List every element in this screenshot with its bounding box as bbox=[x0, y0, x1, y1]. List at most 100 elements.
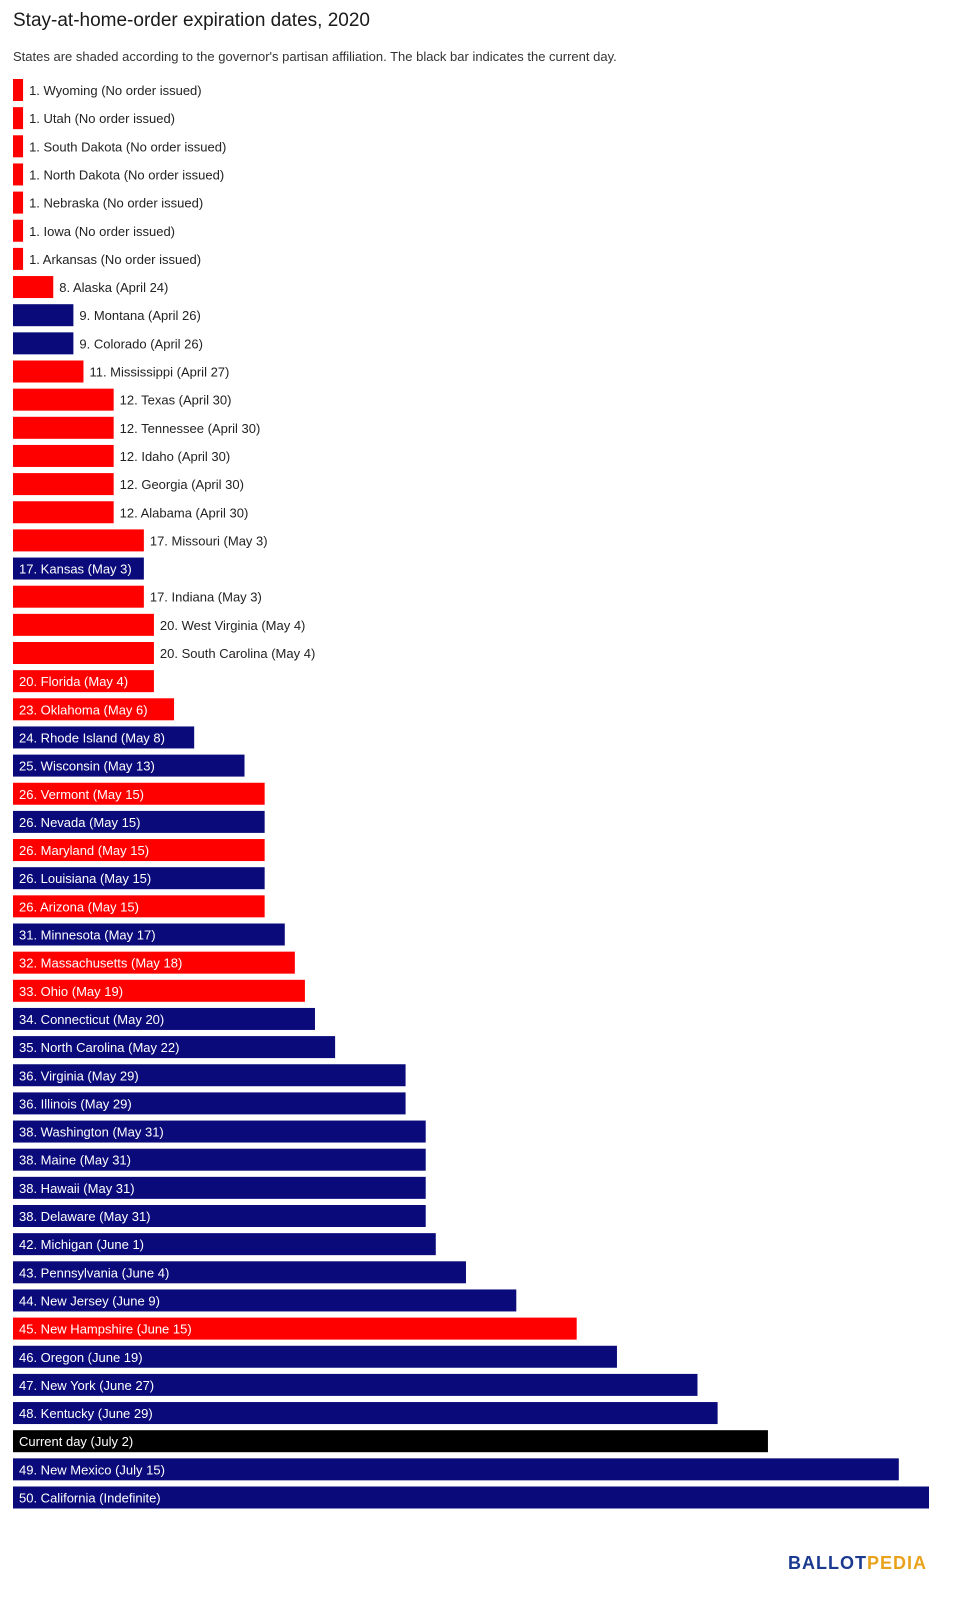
bar-label: 26. Nevada (May 15) bbox=[19, 815, 140, 830]
bar-label: 20. West Virginia (May 4) bbox=[160, 618, 305, 633]
bar bbox=[13, 1317, 577, 1340]
bar-label: 9. Colorado (April 26) bbox=[79, 336, 203, 351]
bar-label: 42. Michigan (June 1) bbox=[19, 1237, 144, 1252]
bar-label: 17. Kansas (May 3) bbox=[19, 562, 132, 577]
bar bbox=[13, 1233, 436, 1256]
bar-label: 9. Montana (April 26) bbox=[79, 308, 200, 323]
bar-label: 31. Minnesota (May 17) bbox=[19, 928, 156, 943]
bar bbox=[13, 529, 144, 552]
bar-label: 8. Alaska (April 24) bbox=[59, 280, 168, 295]
bar bbox=[13, 642, 154, 664]
bar-label: 24. Rhode Island (May 8) bbox=[19, 730, 165, 745]
bar bbox=[13, 979, 305, 1002]
bar-label: 20. South Carolina (May 4) bbox=[160, 646, 315, 661]
bar bbox=[13, 79, 24, 101]
bar-label: 44. New Jersey (June 9) bbox=[19, 1293, 160, 1308]
bar bbox=[13, 754, 245, 777]
bar bbox=[13, 1289, 517, 1312]
bar-label: 47. New York (June 27) bbox=[19, 1378, 154, 1393]
bar bbox=[13, 1092, 406, 1115]
bar bbox=[13, 1120, 426, 1143]
bar bbox=[13, 163, 24, 186]
bar-label: 26. Vermont (May 15) bbox=[19, 787, 144, 802]
chart-subtitle: States are shaded according to the gover… bbox=[13, 49, 617, 64]
bar bbox=[13, 473, 114, 496]
bar bbox=[13, 557, 144, 580]
bar bbox=[13, 839, 265, 862]
bar-label: 36. Virginia (May 29) bbox=[19, 1068, 139, 1083]
bar-label: 36. Illinois (May 29) bbox=[19, 1096, 132, 1111]
bar bbox=[13, 444, 114, 467]
bar-label: 35. North Carolina (May 22) bbox=[19, 1040, 179, 1055]
bar bbox=[13, 247, 24, 270]
bar bbox=[13, 388, 114, 411]
bar bbox=[13, 1345, 617, 1368]
ballotpedia-logo: BALLOTPEDIA bbox=[788, 1553, 927, 1574]
bar-label: 26. Maryland (May 15) bbox=[19, 843, 149, 858]
logo-part-pedia: PEDIA bbox=[866, 1553, 927, 1573]
bar-label: 49. New Mexico (July 15) bbox=[19, 1462, 165, 1477]
bar bbox=[13, 1430, 768, 1453]
bar bbox=[13, 895, 265, 918]
bar-label: 12. Idaho (April 30) bbox=[120, 449, 231, 464]
bar bbox=[13, 304, 74, 327]
bar bbox=[13, 726, 195, 749]
bar bbox=[13, 867, 265, 890]
bar-label: 1. Utah (No order issued) bbox=[29, 111, 175, 126]
bar bbox=[13, 782, 265, 805]
bar-label: 1. Arkansas (No order issued) bbox=[29, 252, 201, 267]
bar bbox=[13, 332, 74, 355]
bar bbox=[13, 1205, 426, 1227]
bar-label: 17. Indiana (May 3) bbox=[150, 590, 262, 605]
bar bbox=[13, 698, 175, 721]
bar-label: 38. Delaware (May 31) bbox=[19, 1209, 151, 1224]
bar-label: 12. Texas (April 30) bbox=[120, 393, 232, 408]
bar bbox=[13, 1176, 426, 1199]
bar bbox=[13, 501, 114, 524]
bar-label: 23. Oklahoma (May 6) bbox=[19, 702, 148, 717]
bar bbox=[13, 276, 54, 299]
bar bbox=[13, 670, 154, 693]
bar bbox=[13, 1261, 466, 1284]
logo-part-ballot: BALLOT bbox=[788, 1553, 867, 1573]
bar bbox=[13, 951, 295, 974]
bar-label: 46. Oregon (June 19) bbox=[19, 1350, 143, 1365]
bar-label: 1. Nebraska (No order issued) bbox=[29, 196, 203, 211]
bar bbox=[13, 923, 285, 946]
bar-label: 45. New Hampshire (June 15) bbox=[19, 1322, 192, 1337]
bar-label: 38. Washington (May 31) bbox=[19, 1125, 164, 1140]
bar-label: 50. California (Indefinite) bbox=[19, 1491, 161, 1506]
bar-label: 12. Georgia (April 30) bbox=[120, 477, 244, 492]
bar bbox=[13, 1402, 718, 1425]
bar-label: Current day (July 2) bbox=[19, 1434, 133, 1449]
bar-chart: 1. Wyoming (No order issued) 1. Utah (No … bbox=[13, 79, 929, 1509]
bar bbox=[13, 1036, 336, 1059]
bar-label: 25. Wisconsin (May 13) bbox=[19, 759, 155, 774]
bar-label: 12. Tennessee (April 30) bbox=[120, 421, 261, 436]
bar bbox=[13, 585, 144, 608]
bar-label: 43. Pennsylvania (June 4) bbox=[19, 1265, 169, 1280]
bar bbox=[13, 1064, 406, 1087]
bar-label: 1. North Dakota (No order issued) bbox=[29, 167, 224, 182]
bar bbox=[13, 360, 84, 383]
bar-label: 1. South Dakota (No order issued) bbox=[29, 139, 226, 154]
bar bbox=[13, 135, 24, 158]
bar-label: 17. Missouri (May 3) bbox=[150, 533, 268, 548]
bar bbox=[13, 219, 24, 242]
bar-label: 33. Ohio (May 19) bbox=[19, 984, 123, 999]
bar bbox=[13, 1148, 426, 1171]
bar-label: 11. Mississippi (April 27) bbox=[89, 365, 229, 380]
bar bbox=[13, 613, 154, 636]
bar-label: 20. Florida (May 4) bbox=[19, 674, 128, 689]
bar bbox=[13, 1458, 899, 1481]
bar bbox=[13, 1007, 315, 1030]
bar bbox=[13, 810, 265, 833]
bar-label: 38. Hawaii (May 31) bbox=[19, 1181, 135, 1196]
bar bbox=[13, 107, 24, 130]
bar-label: 38. Maine (May 31) bbox=[19, 1153, 131, 1168]
bar-label: 26. Arizona (May 15) bbox=[19, 899, 139, 914]
chart-title: Stay-at-home-order expiration dates, 202… bbox=[13, 10, 370, 31]
bar-label: 26. Louisiana (May 15) bbox=[19, 871, 151, 886]
bar-label: 1. Wyoming (No order issued) bbox=[29, 83, 202, 98]
bar-label: 48. Kentucky (June 29) bbox=[19, 1406, 153, 1421]
